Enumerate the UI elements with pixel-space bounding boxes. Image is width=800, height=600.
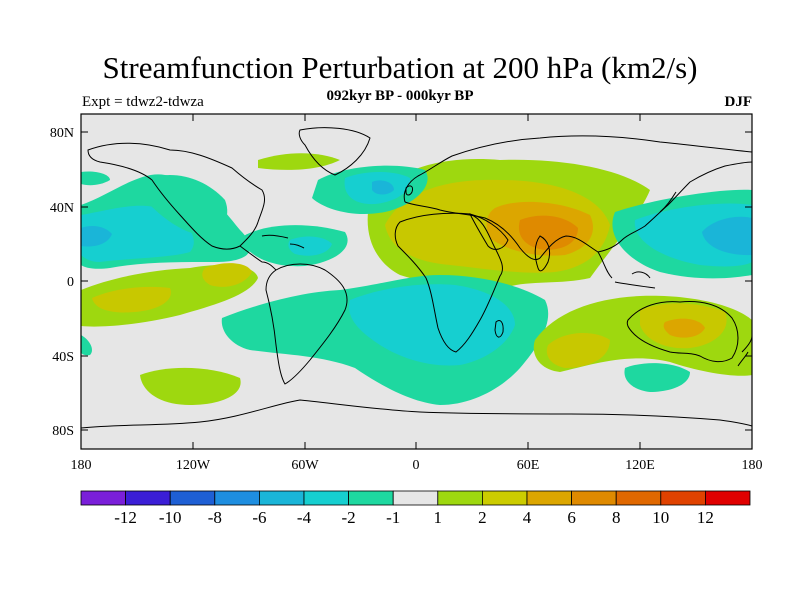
colorbar-label: -1: [386, 508, 400, 527]
contour-south-indian: [624, 363, 690, 392]
plot-subtitle: 092kyr BP - 000kyr BP: [326, 88, 474, 104]
season-label: DJF: [724, 94, 753, 110]
contour-south-pacific-1: [140, 367, 241, 405]
colorbar-label: -12: [114, 508, 137, 527]
contour-epacific-2: [92, 286, 171, 313]
colorbar-swatch: [526, 490, 572, 506]
contour-caribbean-2: [288, 236, 332, 256]
contour-natlantic-3: [372, 180, 394, 195]
lat-label: 0: [67, 275, 74, 290]
coastlines: [81, 127, 752, 429]
colorbar: -12 -10 -8 -6 -4 -2 -1 1 2 4 6 8 10 12: [80, 490, 751, 527]
contour-australia-2: [546, 333, 610, 368]
map-field: [81, 114, 752, 449]
colorbar-label: 8: [612, 508, 621, 527]
colorbar-swatch: [571, 490, 617, 506]
colorbar-swatch: [437, 490, 483, 506]
lon-label: 60E: [517, 458, 540, 473]
colorbar-swatch: [615, 490, 662, 506]
contour-pacific-right-3: [702, 216, 752, 256]
colorbar-label: -4: [297, 508, 312, 527]
lat-label: 40N: [50, 201, 74, 216]
colorbar-swatch: [80, 490, 126, 506]
contour-epacific-3: [202, 263, 252, 287]
colorbar-swatch: [169, 490, 216, 506]
lon-label: 180: [71, 458, 92, 473]
contour-australia-4: [663, 318, 705, 338]
colorbar-label: -6: [252, 508, 266, 527]
colorbar-label: 6: [567, 508, 576, 527]
colorbar-swatch: [214, 490, 260, 506]
lon-labels: 180 120W 60W 0 60E 120E 180: [71, 458, 763, 473]
lon-ticks: [80, 114, 753, 449]
colorbar-label: -10: [159, 508, 182, 527]
colorbar-label: -2: [342, 508, 356, 527]
colorbar-swatch: [705, 490, 751, 506]
lon-label: 180: [742, 458, 763, 473]
colorbar-label: 2: [478, 508, 487, 527]
lat-label: 40S: [52, 350, 74, 365]
colorbar-label: 4: [523, 508, 532, 527]
contour-north-atlantic: [258, 153, 340, 170]
contour-pacific-left-2: [81, 205, 194, 262]
colorbar-label: 1: [434, 508, 443, 527]
lat-ticks: [81, 131, 752, 431]
lat-label: 80S: [52, 424, 74, 439]
colorbar-swatch: [660, 490, 706, 506]
colorbar-swatch: [481, 490, 528, 506]
contour-pacific-left-3: [81, 226, 112, 247]
lon-label: 0: [413, 458, 420, 473]
colorbar-swatch: [303, 490, 349, 506]
contour-arctic: [81, 171, 110, 186]
plot-title: Streamfunction Perturbation at 200 hPa (…: [102, 50, 698, 85]
contour-south-ocean: [81, 335, 92, 356]
colorbar-label: 10: [652, 508, 669, 527]
colorbar-swatch: [258, 490, 305, 506]
colorbar-label: 12: [697, 508, 714, 527]
lon-label: 60W: [291, 458, 319, 473]
lon-label: 120E: [625, 458, 655, 473]
experiment-label: Expt = tdwz2-tdwza: [82, 94, 204, 110]
colorbar-swatch: [125, 490, 171, 506]
colorbar-label: -8: [208, 508, 222, 527]
colorbar-swatch: [392, 490, 439, 506]
lat-labels: 80N 40N 0 40S 80S: [50, 126, 74, 439]
lat-label: 80N: [50, 126, 74, 141]
colorbar-swatch: [348, 490, 394, 506]
lon-label: 120W: [176, 458, 211, 473]
contour-eurasia-8: [518, 215, 578, 250]
contour-satlantic-2: [349, 284, 515, 366]
contour-north-america: [150, 174, 228, 236]
